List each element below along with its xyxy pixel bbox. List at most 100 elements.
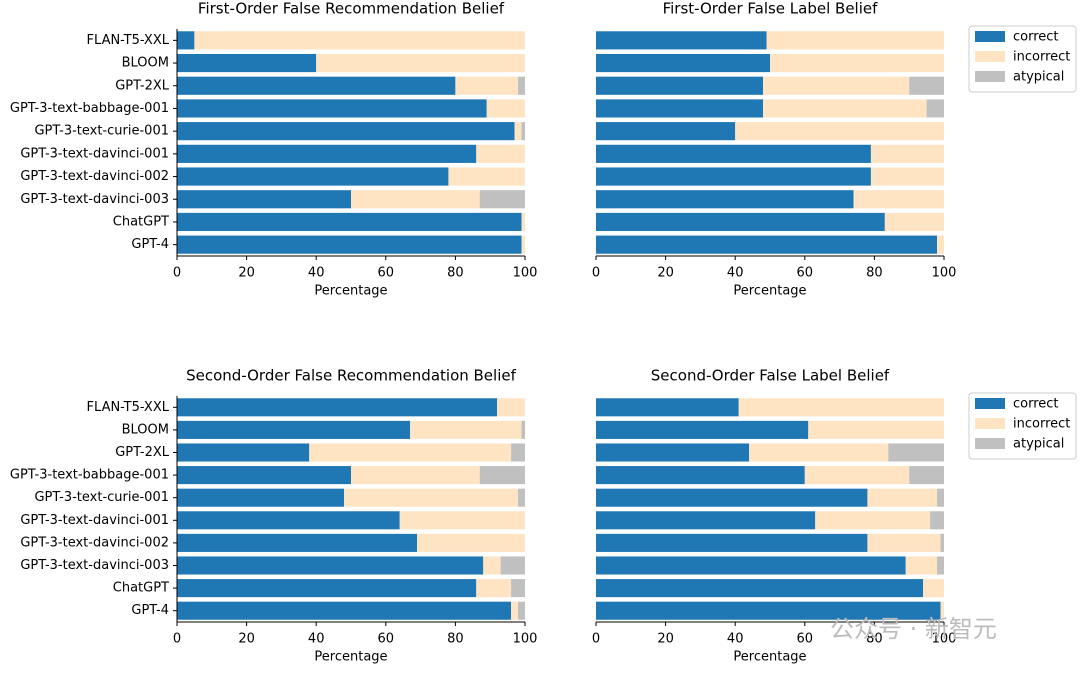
x-tick-label: 40 (308, 266, 325, 281)
legend-swatch (975, 51, 1005, 62)
x-tick-label: 60 (378, 266, 395, 281)
bar-segment (177, 167, 449, 186)
bar-segment (486, 99, 525, 118)
bar-segment (763, 76, 910, 95)
x-tick-label: 0 (592, 632, 600, 647)
bar-segment (177, 533, 418, 552)
bar-segment (309, 443, 512, 462)
bar-segment (514, 122, 522, 141)
chart-title: Second-Order False Label Belief (651, 367, 890, 385)
y-tick-label: GPT-4 (131, 603, 169, 618)
bar-segment (316, 53, 525, 73)
bar-segment (596, 601, 941, 620)
y-tick-label: GPT-2XL (115, 445, 170, 460)
y-tick-label: FLAN-T5-XXL (87, 400, 170, 415)
bar-segment (511, 601, 519, 620)
bar-segment (804, 466, 910, 485)
bar-segment (177, 511, 400, 530)
x-tick-label: 0 (592, 266, 600, 281)
x-axis-label: Percentage (733, 650, 806, 665)
chart-title: First-Order False Label Belief (663, 0, 879, 18)
y-tick-label: ChatGPT (113, 581, 169, 596)
bar-segment (596, 398, 739, 417)
bar-segment (177, 466, 351, 485)
legend-label: atypical (1013, 437, 1064, 452)
bar-segment (884, 212, 944, 232)
y-tick-label: GPT-3-text-davinci-003 (20, 558, 169, 573)
bar-segment (177, 579, 477, 598)
legend-swatch (975, 31, 1005, 42)
bar-segment (518, 601, 525, 620)
bar-segment (479, 466, 525, 485)
bar-segment (177, 31, 195, 50)
y-tick-label: GPT-3-text-curie-001 (34, 124, 169, 139)
bar-segment (867, 488, 938, 507)
bar-segment (596, 190, 854, 209)
legend-label: atypical (1013, 70, 1064, 85)
bar-segment (177, 144, 477, 163)
bar-segment (596, 122, 736, 141)
bar-segment (937, 556, 944, 575)
bar-segment (455, 76, 519, 95)
bar-segment (926, 99, 944, 118)
bar-segment (351, 190, 480, 209)
legend-label: correct (1013, 30, 1059, 45)
bar-segment (853, 190, 944, 209)
bar-segment (870, 167, 944, 186)
bar-segment (596, 212, 885, 232)
bar-segment (177, 212, 522, 232)
x-tick-label: 20 (238, 632, 255, 647)
bar-segment (177, 601, 512, 620)
bar-segment (417, 533, 525, 552)
bar-segment (479, 190, 525, 209)
bar-segment (596, 31, 767, 50)
y-tick-label: BLOOM (122, 56, 169, 71)
bar-segment (177, 556, 484, 575)
x-tick-label: 100 (513, 632, 538, 647)
bar-segment (177, 190, 351, 209)
bar-segment (476, 579, 512, 598)
x-tick-label: 20 (657, 632, 674, 647)
bar-segment (521, 212, 525, 232)
bar-segment (749, 443, 889, 462)
bar-segment (770, 53, 944, 73)
bar-segment (351, 466, 480, 485)
y-tick-label: GPT-3-text-babbage-001 (10, 101, 169, 116)
bar-segment (177, 122, 515, 141)
bar-segment (909, 76, 944, 95)
bar-segment (177, 443, 310, 462)
x-tick-label: 40 (308, 632, 325, 647)
bar-segment (870, 144, 944, 163)
bar-segment (177, 488, 345, 507)
bar-segment (521, 420, 525, 439)
bar-segment (596, 420, 809, 439)
x-tick-label: 0 (173, 266, 181, 281)
bar-segment (410, 420, 522, 439)
bar-segment (930, 511, 944, 530)
bar-segment (177, 99, 487, 118)
x-tick-label: 20 (657, 266, 674, 281)
bar-segment (815, 511, 931, 530)
bar-segment (867, 533, 941, 552)
bar-segment (905, 556, 938, 575)
bar-segment (888, 443, 944, 462)
watermark: 公众号 · 新智元 (830, 615, 997, 643)
y-tick-label: GPT-3-text-babbage-001 (10, 468, 169, 483)
bar-segment (596, 53, 770, 73)
legend-swatch (975, 418, 1005, 429)
bar-segment (940, 601, 944, 620)
bar-segment (735, 122, 944, 141)
bar-segment (909, 466, 944, 485)
bar-segment (596, 466, 805, 485)
bar-segment (194, 31, 525, 50)
bar-segment (763, 99, 927, 118)
x-axis-label: Percentage (314, 284, 387, 299)
bar-segment (500, 556, 525, 575)
bar-segment (596, 556, 906, 575)
x-axis-label: Percentage (733, 284, 806, 299)
bar-segment (177, 398, 498, 417)
chart-title: Second-Order False Recommendation Belief (186, 367, 517, 385)
bar-segment (177, 53, 317, 73)
y-tick-label: GPT-2XL (115, 78, 170, 93)
x-tick-label: 80 (866, 632, 883, 647)
